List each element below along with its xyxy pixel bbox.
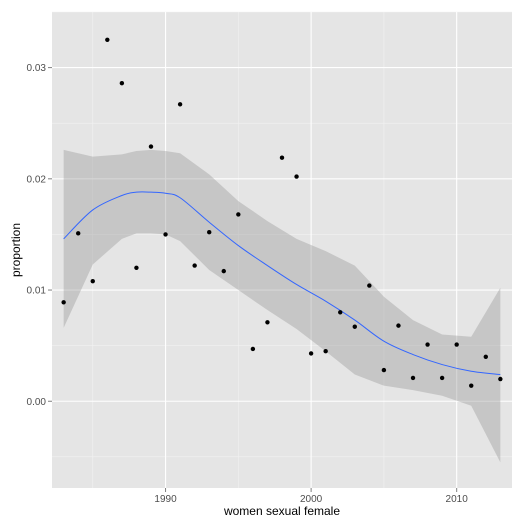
grid-minor: [52, 11, 512, 488]
data-point: [90, 278, 95, 284]
x-tick-label: 2000: [300, 494, 323, 505]
data-point: [177, 102, 183, 107]
data-point: [410, 375, 416, 381]
y-tick-label: 0.02: [27, 174, 47, 185]
x-tick-label: 1990: [154, 494, 177, 505]
x-tick-label: 2010: [446, 494, 469, 505]
data-point: [498, 376, 503, 382]
x-axis-title: women sexual female: [223, 504, 340, 518]
data-point: [425, 342, 430, 347]
data-point: [61, 300, 66, 305]
data-point: [163, 232, 168, 237]
y-tick-label: 0.03: [27, 63, 47, 74]
data-point: [294, 174, 299, 179]
data-point: [279, 155, 285, 160]
data-point: [148, 144, 154, 149]
plot-panel: [52, 12, 512, 488]
y-axis-title: proportion: [9, 223, 23, 277]
data-point: [250, 346, 256, 352]
data-point: [483, 354, 488, 359]
data-point: [105, 37, 110, 43]
data-point: [76, 231, 81, 236]
x-axis-ticks: 1990 2000 2010: [154, 488, 468, 505]
data-point: [396, 323, 401, 328]
data-point: [207, 230, 212, 235]
data-point: [192, 263, 197, 268]
y-tick-label: 0.01: [27, 286, 47, 297]
data-points: [61, 37, 503, 388]
data-point: [265, 320, 270, 325]
data-point: [439, 375, 445, 381]
data-point: [367, 283, 372, 288]
smooth-line: [63, 191, 501, 376]
data-point: [119, 80, 125, 86]
data-point: [454, 342, 459, 347]
grid-major: [52, 12, 512, 488]
y-axis-ticks: 0.00 0.01 0.02 0.03: [27, 63, 52, 408]
data-point: [236, 212, 241, 217]
data-point: [352, 324, 357, 329]
y-tick-label: 0.00: [27, 397, 47, 408]
data-point: [469, 383, 474, 388]
data-point: [308, 351, 314, 356]
data-point: [323, 349, 328, 354]
data-point: [221, 268, 226, 274]
confidence-ribbon: [63, 149, 501, 463]
data-point: [338, 310, 343, 315]
data-point: [381, 367, 387, 373]
data-point: [134, 265, 139, 270]
